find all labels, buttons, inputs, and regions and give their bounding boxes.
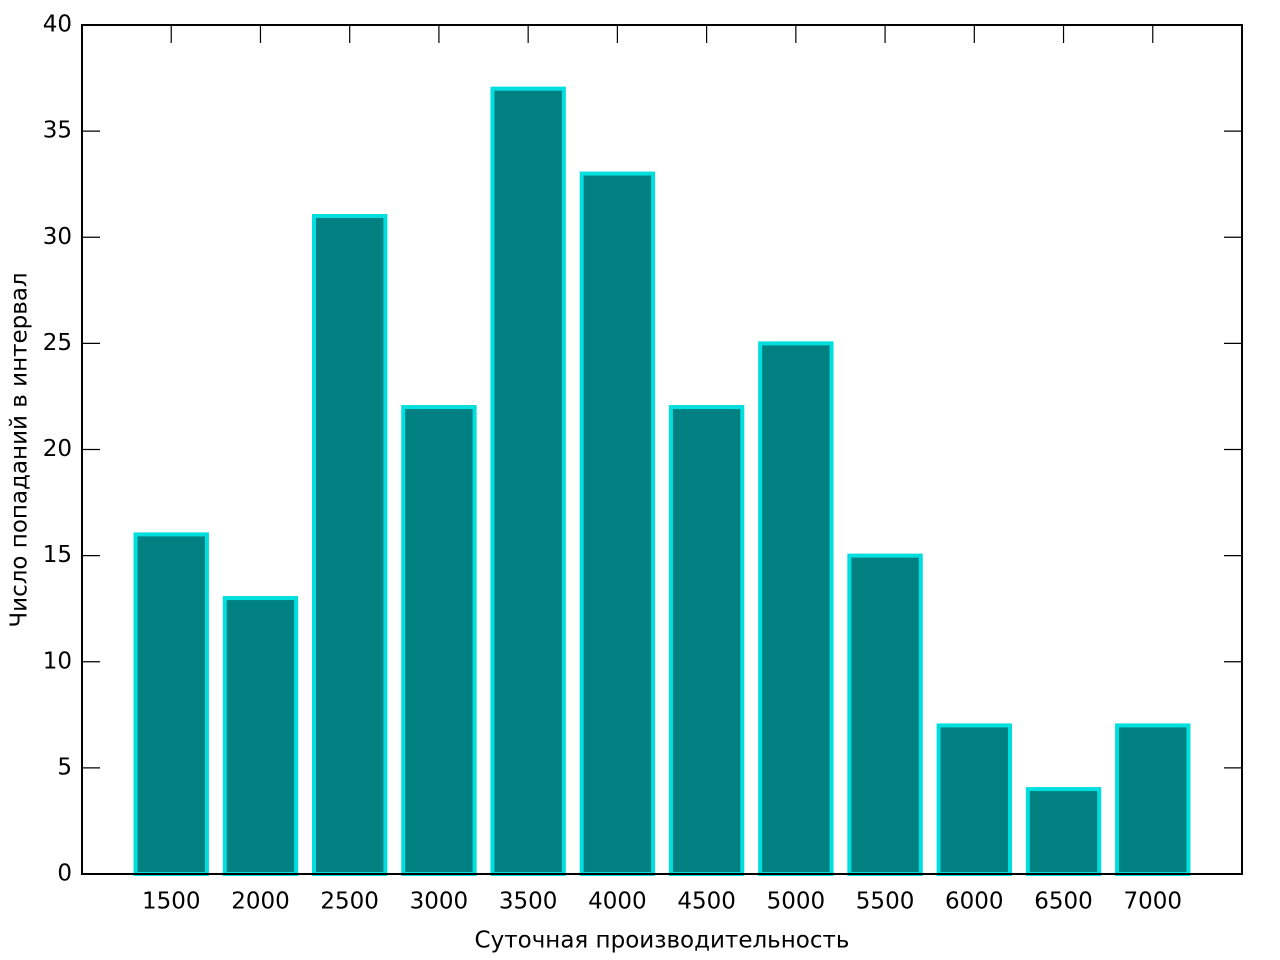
x-tick-label: 3000: [410, 889, 469, 915]
y-tick-label: 20: [43, 436, 72, 462]
x-axis-label: Суточная производительность: [475, 928, 850, 954]
x-tick-label: 6000: [945, 889, 1004, 915]
y-axis-label: Число попаданий в интервал: [7, 272, 33, 627]
y-tick-label: 15: [43, 542, 72, 568]
x-tick-label: 2000: [231, 889, 290, 915]
bar: [668, 405, 745, 876]
x-tick-label: 2500: [320, 889, 379, 915]
x-tick-label: 6500: [1034, 889, 1093, 915]
x-tick-label: 3500: [499, 889, 558, 915]
y-tick-label: 5: [57, 754, 72, 780]
bar: [401, 405, 477, 876]
y-tick-label: 40: [43, 12, 72, 38]
x-tick-label: 4000: [588, 889, 647, 915]
bar: [847, 553, 923, 876]
x-tick-label: 4500: [677, 889, 736, 915]
bar: [1115, 723, 1191, 876]
y-tick-label: 10: [43, 648, 72, 674]
bar: [312, 214, 388, 876]
bar: [936, 723, 1012, 876]
bar: [222, 596, 299, 876]
x-tick-label: 5500: [856, 889, 915, 915]
y-tick-label: 30: [43, 224, 72, 250]
x-tick-label: 7000: [1123, 889, 1182, 915]
bar: [758, 341, 834, 876]
bar: [133, 532, 209, 877]
x-tick-label: 5000: [767, 889, 826, 915]
bar: [490, 86, 566, 877]
y-tick-label: 0: [57, 861, 72, 887]
bar: [579, 171, 656, 876]
y-tick-label: 35: [43, 118, 72, 144]
x-tick-label: 1500: [142, 889, 201, 915]
bar: [1025, 787, 1102, 876]
plot-frame: [81, 24, 1243, 875]
y-tick-label: 25: [43, 330, 72, 356]
